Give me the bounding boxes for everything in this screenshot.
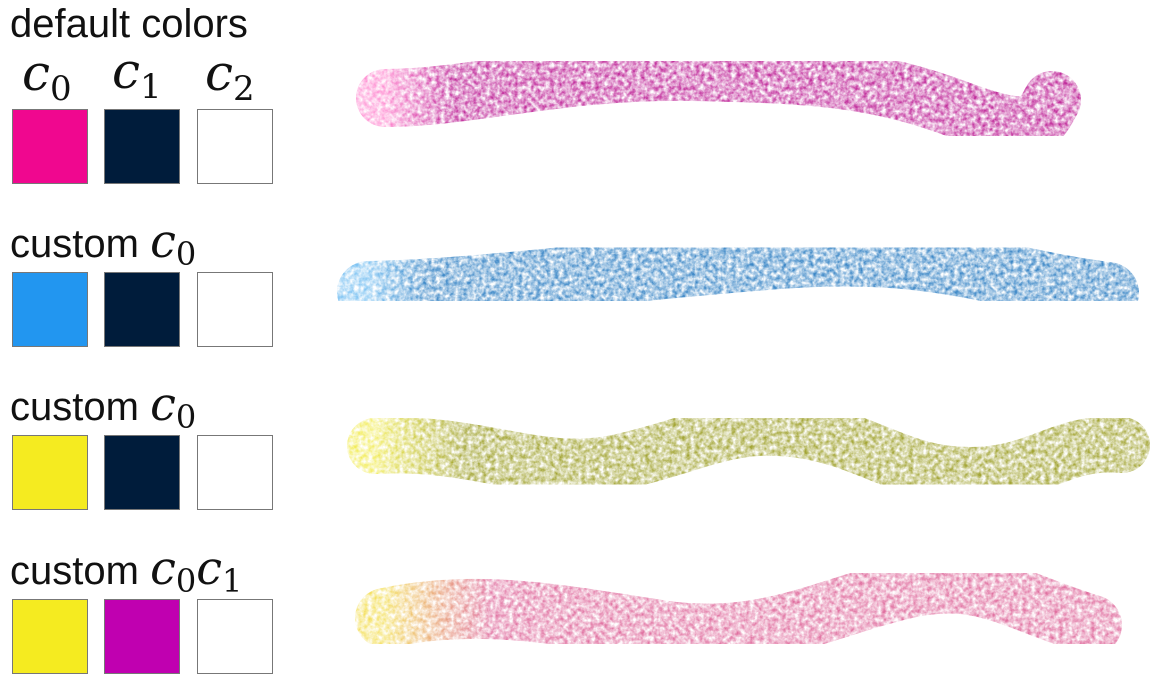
swatch-row3-c0	[12, 435, 88, 510]
column-header-c0: c0	[22, 44, 72, 109]
brush-stroke-row1	[356, 42, 1081, 155]
swatch-row3-c1	[104, 435, 180, 510]
brush-stroke-row3	[347, 399, 1150, 504]
swatch-row1-c2	[197, 109, 273, 184]
row4-label: custom c0c1	[10, 541, 243, 600]
column-header-c1: c1	[112, 42, 162, 107]
header-title: default colors	[10, 2, 248, 46]
row2-label: custom c0	[10, 214, 197, 273]
swatch-row2-c2	[197, 272, 273, 347]
brush-stroke-row4	[355, 553, 1122, 664]
brush-stroke-row2	[337, 224, 1139, 324]
swatch-row4-c2	[197, 599, 273, 674]
swatch-row1-c0	[12, 109, 88, 184]
swatch-row4-c0	[12, 599, 88, 674]
swatch-row2-c0	[12, 272, 88, 347]
swatch-row1-c1	[104, 109, 180, 184]
column-header-c2: c2	[205, 44, 255, 109]
swatch-row4-c1	[104, 599, 180, 674]
row3-label: custom c0	[10, 377, 197, 436]
swatch-row2-c1	[104, 272, 180, 347]
swatch-row3-c2	[197, 435, 273, 510]
